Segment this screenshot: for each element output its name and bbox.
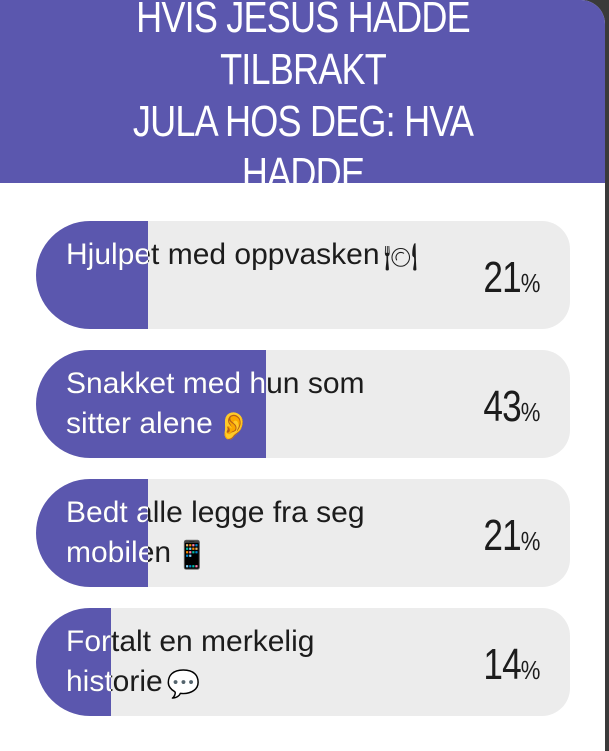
poll-option-4[interactable]: Fortalt en merkelig historie💬 Fortalt en… <box>36 608 570 716</box>
poll-option-1[interactable]: Hjulpet med oppvasken🍽 Hjulpet med oppva… <box>36 221 570 329</box>
poll-option-4-percent: 14% <box>483 640 541 689</box>
plate-cutlery-icon: 🍽 <box>383 242 418 273</box>
speech-bubble-icon: 💬 <box>166 669 201 700</box>
poll-option-3[interactable]: Bedt alle legge fra seg mobilen📱 Bedt al… <box>36 479 570 587</box>
poll-option-4-text: Fortalt en merkelig historie 💬 <box>66 622 456 705</box>
poll-question: HVIS JESUS HADDE TILBRAKT JULA HOS DEG: … <box>132 0 473 198</box>
mobile-phone-icon: 📱 <box>175 540 209 571</box>
poll-header: HVIS JESUS HADDE TILBRAKT JULA HOS DEG: … <box>0 0 605 198</box>
poll-option-1-text: Hjulpet med oppvasken 🍽 <box>66 235 456 278</box>
poll-option-1-fill <box>36 221 148 329</box>
poll-option-4-fill <box>36 608 111 716</box>
poll-option-2-percent: 43% <box>483 382 541 431</box>
ear-icon: 👂 <box>216 411 251 442</box>
poll-option-1-percent: 21% <box>483 253 541 302</box>
poll-option-2[interactable]: Snakket med hun som sitter alene 👂 Snakke… <box>36 350 570 458</box>
poll-option-3-text: Bedt alle legge fra seg mobilen 📱 <box>66 493 456 576</box>
poll-option-3-percent: 21% <box>483 511 541 560</box>
poll-option-3-fill <box>36 479 148 587</box>
poll-option-2-fill <box>36 350 266 458</box>
poll-options: Hjulpet med oppvasken🍽 Hjulpet med oppva… <box>36 221 570 737</box>
poll-option-2-text: Snakket med hun som sitter alene 👂 <box>66 364 456 447</box>
